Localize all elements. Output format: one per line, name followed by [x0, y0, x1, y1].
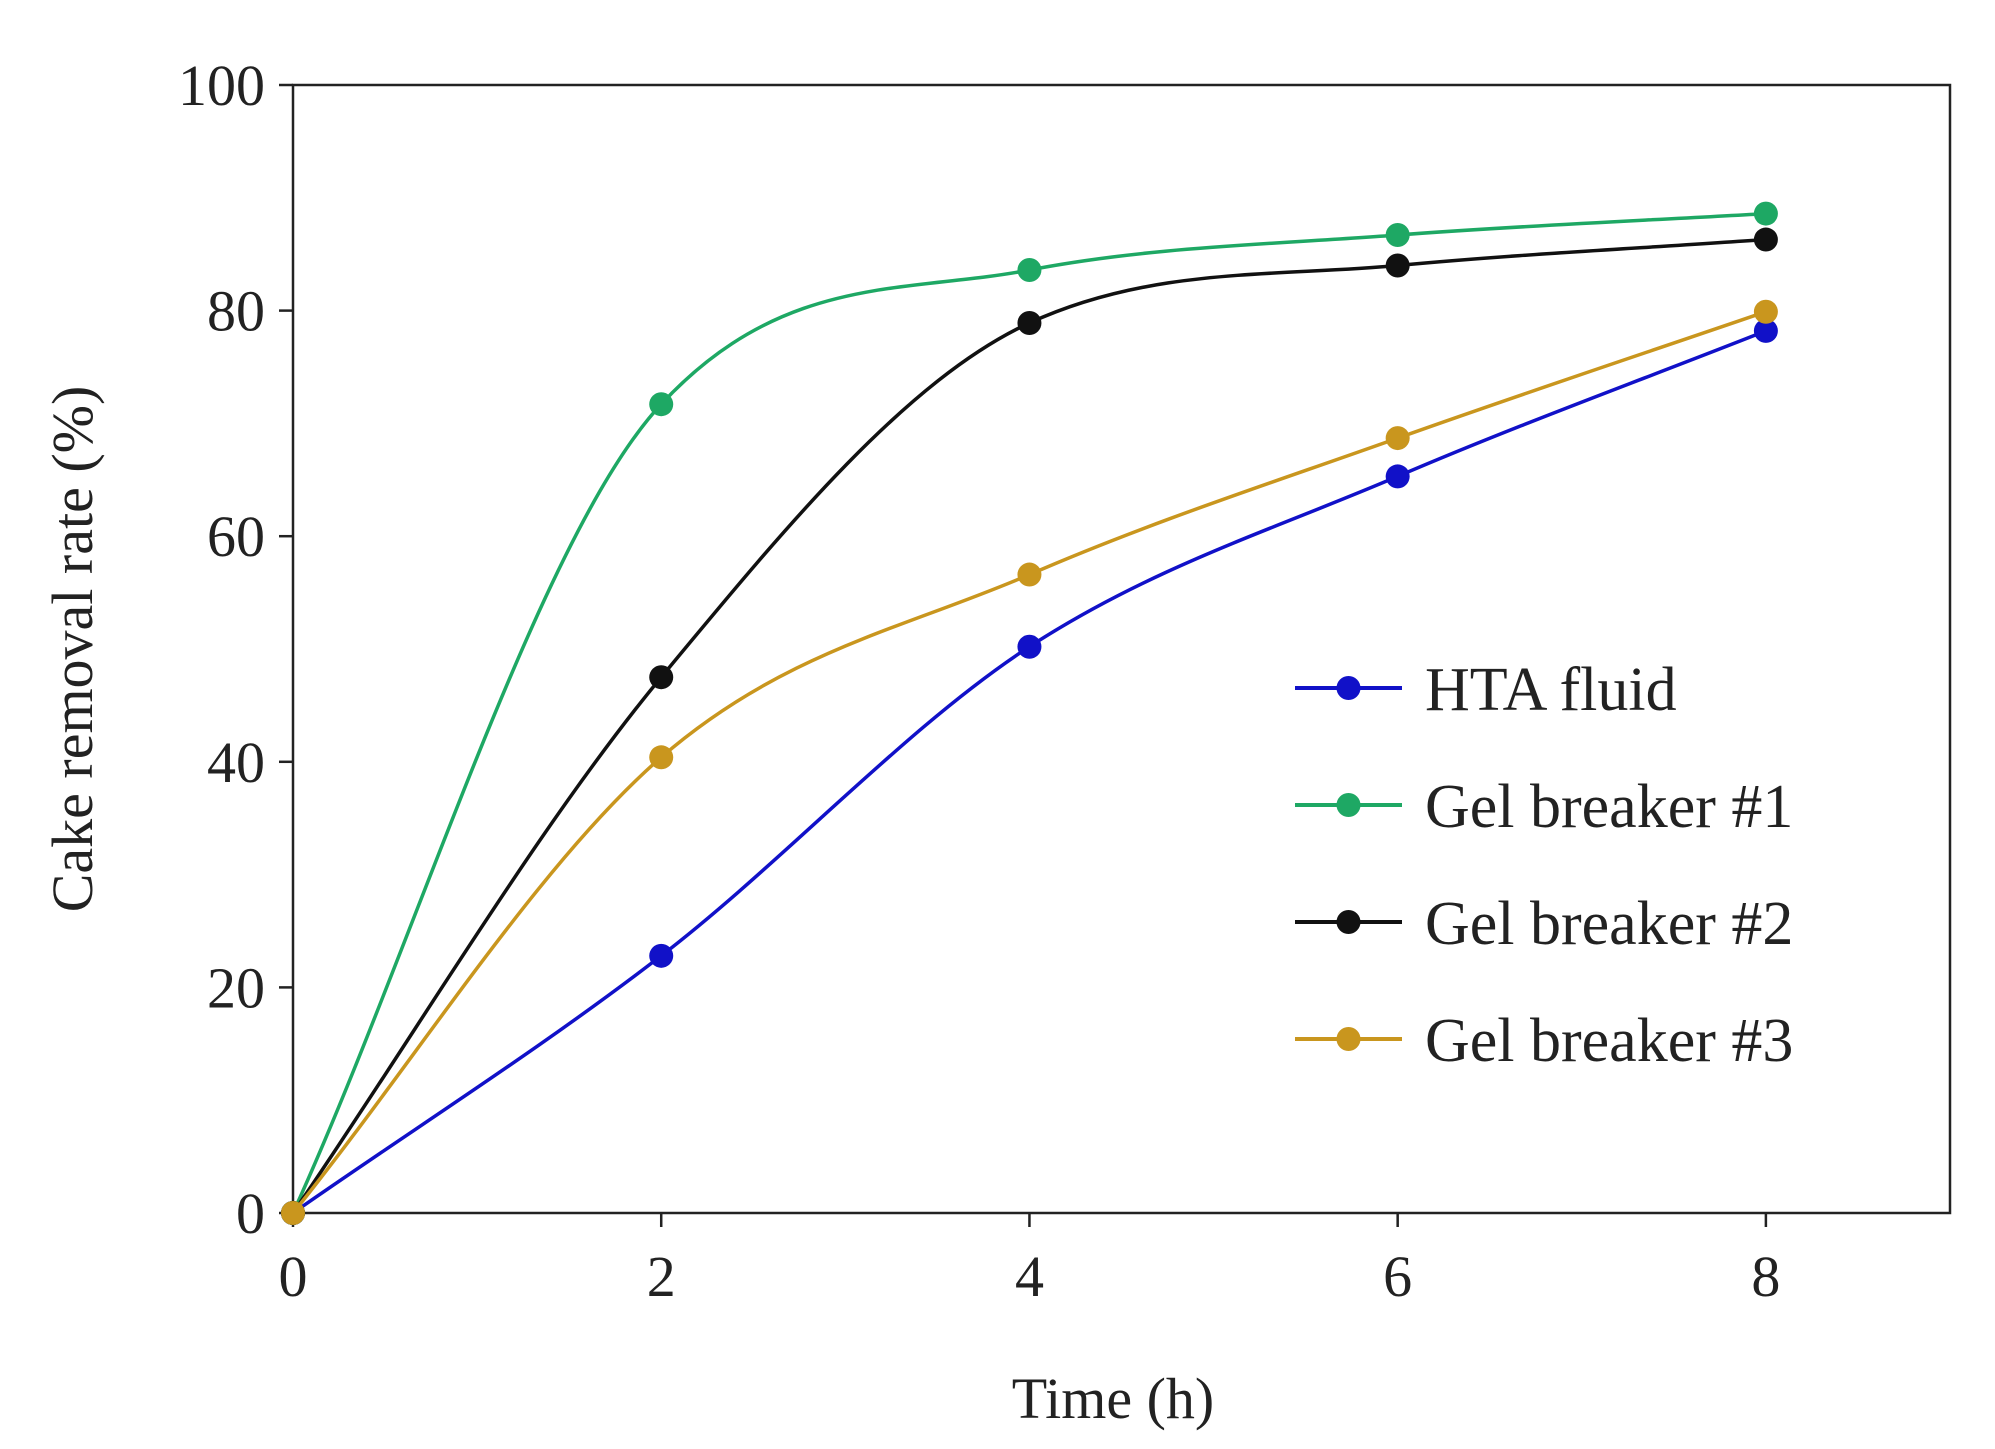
data-point — [1753, 299, 1778, 324]
data-point — [1017, 257, 1042, 282]
data-point — [281, 1201, 305, 1225]
series-line — [291, 211, 1767, 1214]
y-tick-label: 100 — [178, 53, 265, 118]
legend-marker — [1336, 676, 1361, 700]
legend: HTA fluid Gel breaker #1 Gel breaker #2 Gel… — [1295, 656, 1793, 1075]
legend-marker — [1336, 1027, 1361, 1051]
data-point — [1017, 562, 1042, 587]
data-point — [1017, 311, 1042, 336]
data-point — [649, 943, 674, 968]
y-tick-label: 60 — [207, 504, 265, 569]
data-point — [1385, 426, 1410, 451]
data-point — [1753, 201, 1778, 226]
legend-marker — [1336, 910, 1361, 934]
legend-label: Gel breaker #3 — [1425, 1007, 1793, 1075]
legend-label: Gel breaker #2 — [1425, 890, 1793, 958]
legend-marker — [1336, 793, 1361, 817]
data-point — [1753, 318, 1778, 343]
y-axis-label: Cake removal rate (%) — [40, 386, 105, 913]
y-tick-label: 40 — [207, 730, 265, 795]
series-line — [291, 237, 1767, 1214]
data-point — [1385, 253, 1410, 278]
y-tick-label: 20 — [207, 955, 265, 1020]
legend-label: HTA fluid — [1425, 656, 1677, 724]
x-tick-label: 0 — [279, 1244, 308, 1309]
series-line — [291, 310, 1767, 1215]
y-tick-label: 0 — [236, 1181, 265, 1246]
legend-item: Gel breaker #2 — [1295, 890, 1793, 958]
plot-frame — [291, 83, 1952, 1215]
legend-item: HTA fluid — [1295, 656, 1677, 724]
x-tick-label: 4 — [1015, 1244, 1044, 1309]
series-3 — [281, 227, 1778, 1225]
data-point — [1385, 223, 1410, 248]
y-tick-label: 80 — [207, 279, 265, 344]
x-tick-label: 8 — [1751, 1244, 1780, 1309]
data-point — [1385, 464, 1410, 489]
data-point — [1017, 634, 1042, 659]
series-group — [281, 201, 1778, 1225]
legend-label: Gel breaker #1 — [1425, 773, 1793, 841]
data-point — [649, 665, 674, 690]
data-point — [1753, 227, 1778, 252]
legend-item: Gel breaker #3 — [1295, 1007, 1793, 1075]
series-4 — [281, 299, 1778, 1225]
data-point — [649, 745, 674, 770]
x-tick-label: 6 — [1383, 1244, 1412, 1309]
series-1 — [281, 318, 1778, 1225]
series-line — [291, 329, 1767, 1215]
x-axis-label: Time (h) — [1012, 1366, 1215, 1431]
x-tick-label: 2 — [647, 1244, 676, 1309]
legend-item: Gel breaker #1 — [1295, 773, 1793, 841]
data-point — [649, 392, 674, 417]
